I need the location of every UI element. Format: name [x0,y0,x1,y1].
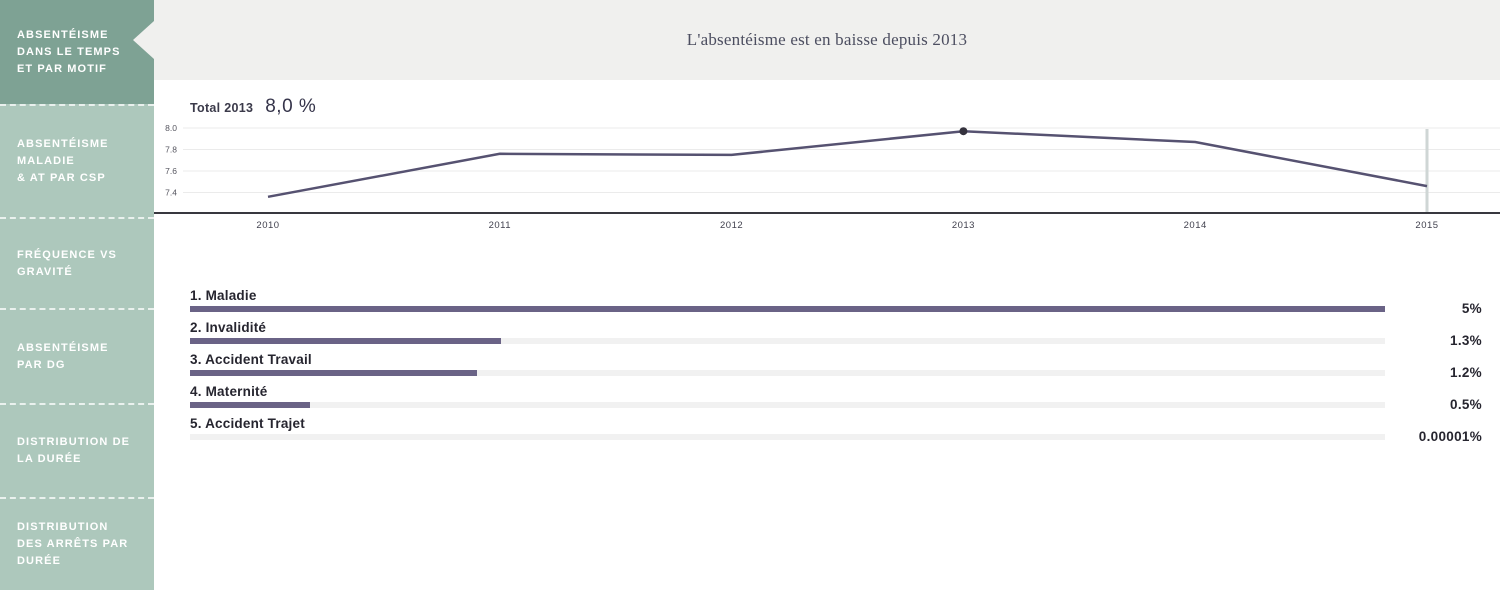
sidebar-item-label: ABSENTÉISME DANS LE TEMPS ET PAR MOTIF [17,28,121,75]
bar-track [190,338,1385,344]
bar-fill[interactable] [190,338,501,344]
svg-text:2013: 2013 [952,220,975,231]
bar-row-4: 4. Maternité 0.5% [190,384,1482,412]
sidebar-item-1[interactable]: ABSENTÉISME DANS LE TEMPS ET PAR MOTIF [0,0,154,104]
svg-text:7.4: 7.4 [165,188,177,198]
sidebar-item-5[interactable]: DISTRIBUTION DE LA DURÉE [0,403,154,497]
bar-value: 1.2% [1450,365,1482,380]
sidebar-item-3[interactable]: FRÉQUENCE VS GRAVITÉ [0,217,154,308]
bar-fill[interactable] [190,306,1385,312]
bar-label: 4. Maternité [190,384,268,399]
sidebar-item-label: DISTRIBUTION DE LA DURÉE [17,436,131,465]
bar-value: 5% [1461,301,1482,316]
svg-text:7.6: 7.6 [165,166,177,176]
sidebar-item-label: ABSENTÉISME MALADIE & AT PAR CSP [17,138,109,184]
sidebar-item-label: FRÉQUENCE VS GRAVITÉ [17,248,117,278]
bar-track [190,306,1385,312]
svg-text:2010: 2010 [256,220,279,231]
sidebar-item-label: DISTRIBUTION DES ARRÊTS PAR DURÉE [17,521,129,567]
dashboard-header: L'absentéisme est en baisse depuis 2013 [154,0,1500,80]
bar-row-2: 2. Invalidité 1.3% [190,320,1482,348]
sidebar-item-6[interactable]: DISTRIBUTION DES ARRÊTS PAR DURÉE [0,497,154,590]
bar-label: 3. Accident Travail [190,352,312,367]
bar-label: 2. Invalidité [190,320,267,335]
bar-row-3: 3. Accident Travail 1.2% [190,352,1482,380]
bar-fill[interactable] [190,370,477,376]
svg-text:2015: 2015 [1415,220,1438,231]
sidebar-item-4[interactable]: ABSENTÉISME PAR DG [0,308,154,403]
bar-track [190,434,1385,440]
bar-track [190,370,1385,376]
bar-value: 0.5% [1450,397,1482,412]
bar-value: 0.00001% [1418,429,1482,444]
svg-text:2014: 2014 [1184,220,1207,231]
trend-section: Total 2013 8,0 % 8.0 7.8 7.6 7.4 2010 2011 201… [154,80,1500,240]
bar-row-1: 1. Maladie 5% [190,288,1482,316]
bar-label: 5. Accident Trajet [190,416,305,431]
bar-value: 1.3% [1450,333,1482,348]
sidebar: ABSENTÉISME DANS LE TEMPS ET PAR MOTIF ABS… [0,0,154,590]
sidebar-item-label: ABSENTÉISME PAR DG [17,341,109,371]
svg-text:2012: 2012 [720,220,743,231]
svg-text:2011: 2011 [489,220,511,231]
sidebar-item-2[interactable]: ABSENTÉISME MALADIE & AT PAR CSP [0,104,154,217]
total-label: Total 2013 [190,101,254,115]
absenteeism-line-chart: 8.0 7.8 7.6 7.4 2010 2011 2012 2013 2014 2015 [154,123,1500,231]
svg-text:7.8: 7.8 [165,145,177,155]
bar-row-5: 5. Accident Trajet 0.00001% [190,416,1482,444]
bar-label: 1. Maladie [190,288,257,303]
dashboard-main: L'absentéisme est en baisse depuis 2013 … [154,0,1500,590]
total-value: 8,0 % [265,96,317,117]
total-indicator: Total 2013 8,0 % [190,96,316,118]
bar-chart: 1. Maladie 5% 2. Invalidité 1.3% 3. Acci… [190,288,1482,448]
bar-fill[interactable] [190,402,310,408]
svg-text:8.0: 8.0 [165,123,177,133]
page-title: L'absentéisme est en baisse depuis 2013 [686,30,968,49]
bar-track [190,402,1385,408]
